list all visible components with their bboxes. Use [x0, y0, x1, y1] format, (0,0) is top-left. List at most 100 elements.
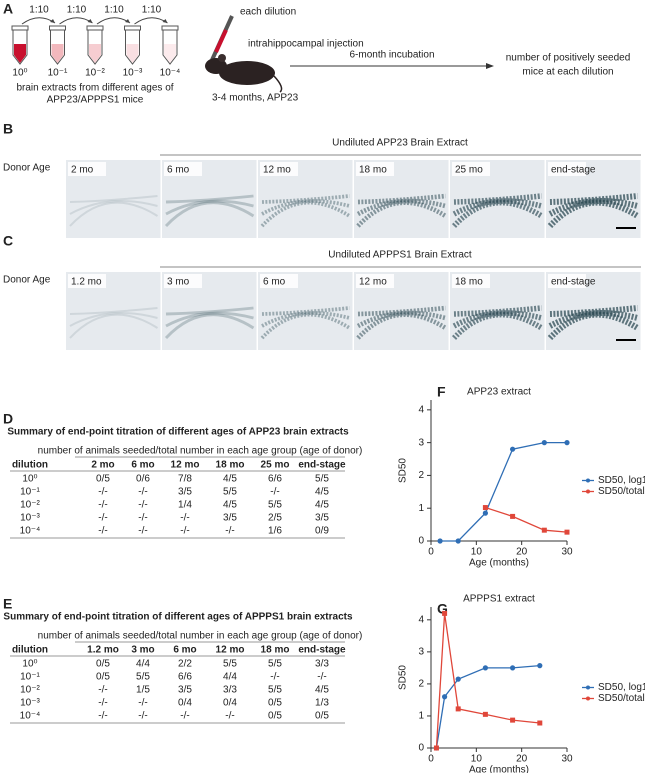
- arrow-head: [87, 19, 93, 23]
- table-cell: 1/4: [178, 500, 192, 511]
- image-label: 25 mo: [455, 165, 483, 176]
- label-bg: [548, 274, 586, 288]
- table-cell: -/-: [138, 711, 147, 722]
- table-cell: 5/5: [223, 659, 237, 670]
- marker: [442, 610, 448, 616]
- tissue-band: [260, 312, 351, 340]
- dilution-label: 10⁻¹: [48, 68, 68, 79]
- tissue-band: [357, 193, 446, 205]
- table-cell: 6/6: [178, 672, 192, 683]
- dilution-step: 1:10: [29, 5, 49, 16]
- tissue-band: [69, 307, 158, 315]
- table-cell: 0/5: [96, 672, 110, 683]
- annotation: 3-4 months, APP23: [212, 93, 299, 104]
- mouse-tail: [273, 75, 283, 93]
- table-cell: 0/5: [268, 711, 282, 722]
- y-tick-label: 1: [418, 503, 424, 514]
- table-cell: -/-: [138, 487, 147, 498]
- x-tick-label: 10: [471, 547, 483, 558]
- table-cell: 6/6: [268, 474, 282, 485]
- tube-liquid: [89, 44, 101, 63]
- image-label: 6 mo: [263, 277, 286, 288]
- table-cell: -/-: [138, 698, 147, 709]
- tissue-band: [453, 305, 542, 317]
- y-tick-label: 4: [418, 614, 424, 625]
- y-tick-label: 4: [418, 404, 424, 415]
- x-axis-label: Age (months): [469, 765, 529, 773]
- tissue-band: [165, 194, 254, 204]
- marker: [482, 505, 488, 511]
- x-tick-label: 30: [561, 547, 573, 558]
- tissue-band: [451, 311, 543, 340]
- panel-label: F: [437, 384, 446, 400]
- column-header: 12 mo: [171, 460, 200, 471]
- legend-label: SD50, log10: [598, 682, 645, 693]
- y-tick-label: 2: [418, 679, 424, 690]
- table-cell: 3/5: [178, 487, 192, 498]
- tissue-band: [548, 198, 639, 217]
- annotation: number of positively seeded: [506, 53, 631, 64]
- column-header: 18 mo: [216, 460, 245, 471]
- column-header: dilution: [12, 460, 48, 471]
- x-tick-label: 30: [561, 754, 573, 765]
- table-cell: 10⁻¹: [20, 487, 40, 498]
- x-tick-label: 20: [516, 754, 528, 765]
- table-cell: 0/5: [96, 659, 110, 670]
- tissue-band: [69, 313, 159, 339]
- tissue-band: [356, 198, 447, 217]
- image-label: 6 mo: [167, 165, 190, 176]
- tissue-band: [164, 313, 255, 339]
- tissue-band: [356, 310, 447, 329]
- image-label: 18 mo: [455, 277, 483, 288]
- mouse-head: [205, 58, 227, 74]
- table-cell: 4/4: [223, 672, 237, 683]
- tissue-band: [165, 311, 254, 328]
- table-cell: 5/5: [223, 487, 237, 498]
- table-cell: 3/3: [223, 685, 237, 696]
- group-header: number of animals seeded/total number in…: [38, 446, 363, 457]
- table-cell: -/-: [98, 526, 107, 537]
- table-cell: 10⁰: [22, 474, 37, 485]
- label-bg: [68, 162, 106, 176]
- table-cell: -/-: [317, 672, 326, 683]
- column-header: 18 mo: [261, 645, 290, 656]
- panel-label: D: [3, 411, 13, 427]
- marker: [482, 711, 488, 717]
- table-cell: -/-: [98, 711, 107, 722]
- step-arrow: [21, 17, 56, 25]
- label-bg: [260, 274, 298, 288]
- tissue-band: [356, 200, 447, 228]
- step-arrow: [59, 17, 93, 25]
- column-header: end-stage: [298, 460, 346, 471]
- row-label: Donor Age: [3, 163, 51, 174]
- caption: brain extracts from different ages of: [16, 83, 173, 94]
- table-cell: 2/5: [268, 513, 282, 524]
- tissue-band: [260, 200, 351, 228]
- tissue-band: [452, 198, 543, 217]
- tube-cap: [11, 25, 29, 31]
- marker: [455, 706, 461, 712]
- series-line: [435, 613, 540, 749]
- tube-cap: [49, 25, 66, 31]
- image-label: end-stage: [551, 277, 596, 288]
- column-header: 6 mo: [131, 460, 154, 471]
- arrow-head: [162, 19, 168, 23]
- y-tick-label: 0: [418, 536, 424, 547]
- tissue-band: [261, 194, 350, 204]
- label-bg: [548, 162, 586, 176]
- table-cell: 3/3: [315, 659, 329, 670]
- marker: [510, 717, 516, 723]
- column-header: 2 mo: [91, 460, 114, 471]
- tissue-band: [547, 311, 640, 341]
- step-arrow: [134, 17, 168, 25]
- tube-liquid: [51, 44, 64, 63]
- arrow-head: [50, 19, 55, 23]
- tube-liquid: [126, 44, 139, 63]
- scale-bar: [616, 227, 636, 229]
- tissue-band: [549, 305, 638, 317]
- marker: [509, 665, 516, 671]
- table-cell: 10⁻³: [20, 698, 40, 709]
- marker: [564, 529, 570, 535]
- label-bg: [164, 162, 202, 176]
- panel-title: Undiluted APP23 Brain Extract: [332, 138, 468, 149]
